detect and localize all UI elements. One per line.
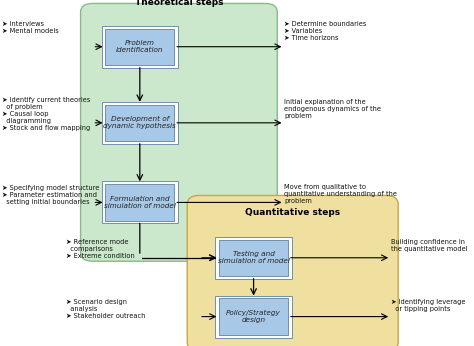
Text: ➤ Determine boundaries
➤ Variables
➤ Time horizons: ➤ Determine boundaries ➤ Variables ➤ Tim… [284,21,367,41]
Text: ➤ Reference mode
  comparisons
➤ Extreme condition: ➤ Reference mode comparisons ➤ Extreme c… [66,239,135,259]
Text: Testing and
simulation of model: Testing and simulation of model [218,251,290,264]
Text: Policy/Strategy
design: Policy/Strategy design [226,310,281,323]
Text: Quantitative steps: Quantitative steps [245,208,340,217]
FancyBboxPatch shape [105,184,174,221]
FancyBboxPatch shape [101,102,178,144]
Text: Problem
identification: Problem identification [116,40,164,53]
Text: Formulation and
simulation of model: Formulation and simulation of model [104,196,176,209]
FancyBboxPatch shape [105,104,174,141]
FancyBboxPatch shape [219,298,288,335]
FancyBboxPatch shape [81,3,277,261]
Text: ➤ Interviews
➤ Mental models: ➤ Interviews ➤ Mental models [2,21,59,34]
FancyBboxPatch shape [215,237,292,279]
Text: Initial explanation of the
endogenous dynamics of the
problem: Initial explanation of the endogenous dy… [284,99,382,119]
FancyBboxPatch shape [187,195,398,346]
FancyBboxPatch shape [105,29,174,65]
Text: ➤ Identifying leverage
  or tipping points: ➤ Identifying leverage or tipping points [391,299,465,312]
Text: Move from qualitative to
quantitative understanding of the
problem: Move from qualitative to quantitative un… [284,184,397,204]
FancyBboxPatch shape [219,239,288,276]
Text: ➤ Identify current theories
  of problem
➤ Causal loop
  diagramming
➤ Stock and: ➤ Identify current theories of problem ➤… [2,97,91,131]
Text: ➤ Specifying model structure
➤ Parameter estimation and
  setting initial bounda: ➤ Specifying model structure ➤ Parameter… [2,185,100,205]
Text: Theoretical steps: Theoretical steps [135,0,223,7]
Text: Building confidence in
the quantitative model: Building confidence in the quantitative … [391,239,468,252]
FancyBboxPatch shape [101,26,178,68]
Text: ➤ Scenario design
  analysis
➤ Stakeholder outreach: ➤ Scenario design analysis ➤ Stakeholder… [66,299,146,319]
FancyBboxPatch shape [215,295,292,338]
FancyBboxPatch shape [101,181,178,224]
Text: Development of
dynamic hypothesis: Development of dynamic hypothesis [103,116,176,129]
